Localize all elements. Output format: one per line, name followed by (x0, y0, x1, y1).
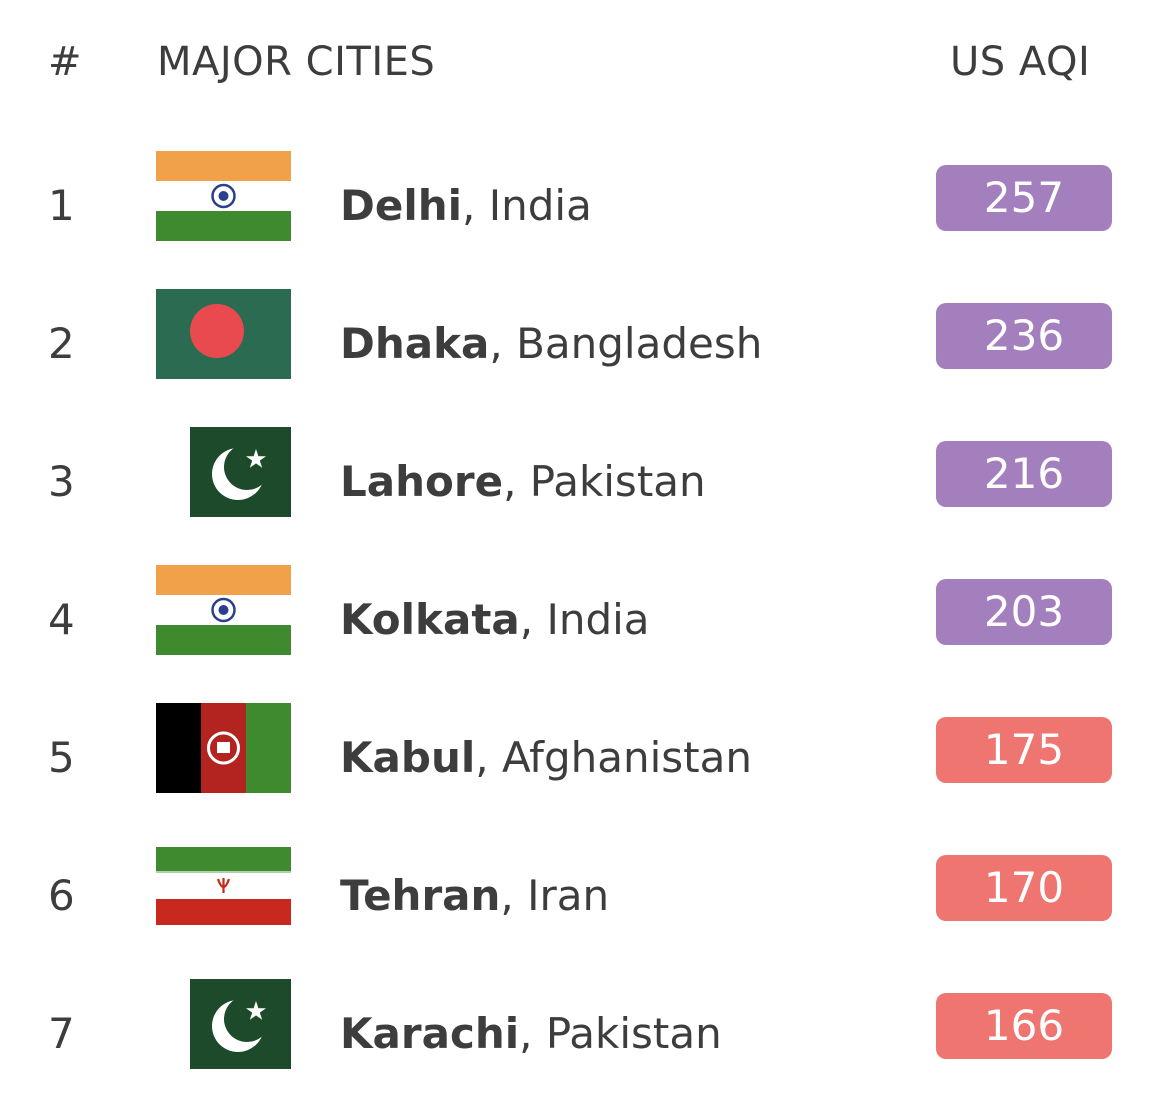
city-name: Tehran (340, 871, 501, 920)
city-name: Dhaka (340, 319, 490, 368)
aqi-badge: 166 (936, 993, 1112, 1059)
pakistan-flag-icon (190, 427, 291, 517)
aqi-badge: 257 (936, 165, 1112, 231)
city-row[interactable]: 3 Lahore, Pakistan 216 (0, 414, 1170, 552)
country-name: , Iran (500, 871, 610, 920)
pakistan-flag-icon (190, 979, 291, 1069)
aqi-badge: 203 (936, 579, 1112, 645)
city-label[interactable]: Lahore, Pakistan (340, 456, 706, 508)
rank-number: 5 (48, 733, 75, 782)
city-label[interactable]: Kolkata, India (340, 594, 650, 646)
country-name: , Pakistan (519, 1009, 722, 1058)
aqi-badge: 216 (936, 441, 1112, 507)
rank-column-header: # (48, 39, 83, 85)
aqi-column-header[interactable]: US AQI (950, 39, 1091, 85)
cities-column-header[interactable]: MAJOR CITIES (157, 39, 436, 85)
rank-number: 6 (48, 871, 75, 920)
city-name: Lahore (340, 457, 504, 506)
bangladesh-flag-icon (156, 289, 291, 379)
aqi-badge: 175 (936, 717, 1112, 783)
table-header: # MAJOR CITIES US AQI (0, 0, 1170, 120)
city-name: Kabul (340, 733, 476, 782)
city-name: Karachi (340, 1009, 520, 1058)
aqi-badge: 236 (936, 303, 1112, 369)
country-name: , India (462, 181, 592, 230)
city-label[interactable]: Tehran, Iran (340, 870, 609, 922)
rank-number: 3 (48, 457, 75, 506)
rank-number: 2 (48, 319, 75, 368)
country-name: , Bangladesh (489, 319, 763, 368)
city-row[interactable]: 2 Dhaka, Bangladesh 236 (0, 276, 1170, 414)
city-row[interactable]: 4 Kolkata, India 203 (0, 552, 1170, 690)
city-label[interactable]: Karachi, Pakistan (340, 1008, 722, 1060)
afghanistan-flag-icon (156, 703, 291, 793)
city-row[interactable]: 7 Karachi, Pakistan 166 (0, 966, 1170, 1104)
country-name: , Afghanistan (475, 733, 752, 782)
country-name: , India (519, 595, 650, 644)
rank-number: 4 (48, 595, 75, 644)
city-name: Kolkata (340, 595, 520, 644)
india-flag-icon (156, 151, 291, 241)
city-row[interactable]: 1 Delhi, India 257 (0, 138, 1170, 276)
india-flag-icon (156, 565, 291, 655)
rank-number: 1 (48, 181, 75, 230)
country-name: , Pakistan (503, 457, 706, 506)
city-row[interactable]: 5 Kabul, Afghanistan 175 (0, 690, 1170, 828)
city-name: Delhi (340, 181, 463, 230)
aqi-badge: 170 (936, 855, 1112, 921)
city-row[interactable]: 6 Tehran, Iran 170 (0, 828, 1170, 966)
city-label[interactable]: Dhaka, Bangladesh (340, 318, 762, 370)
city-label[interactable]: Delhi, India (340, 180, 592, 232)
iran-flag-icon (156, 847, 291, 925)
city-label[interactable]: Kabul, Afghanistan (340, 732, 752, 784)
rank-number: 7 (48, 1009, 75, 1058)
